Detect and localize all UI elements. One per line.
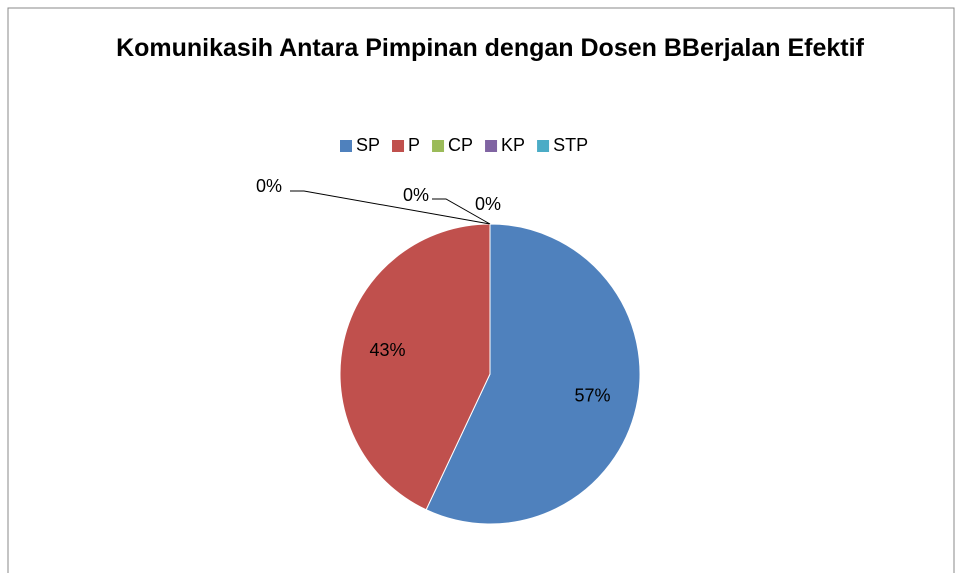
data-label: 0% [403, 185, 429, 205]
data-label: 57% [574, 386, 610, 406]
legend-label: KP [501, 135, 525, 155]
data-label: 0% [475, 194, 501, 214]
legend-swatch [432, 140, 445, 152]
pie-slice [425, 223, 641, 525]
leader-line [290, 190, 491, 225]
chart-title: Komunikasih Antara Pimpinan dengan Dosen… [116, 34, 864, 62]
data-label: 43% [370, 340, 406, 360]
pie-slice [339, 223, 491, 511]
chart-border [7, 7, 955, 573]
legend-swatch [340, 140, 352, 152]
leader-line [432, 198, 491, 225]
legend-label: P [408, 135, 420, 155]
data-label: 0% [256, 176, 282, 196]
legend-swatch [392, 140, 405, 152]
legend-label: SP [356, 135, 380, 155]
legend-label: CP [448, 135, 473, 155]
legend-swatch [537, 140, 550, 152]
legend-label: STP [553, 135, 588, 155]
legend-swatch [485, 140, 498, 152]
